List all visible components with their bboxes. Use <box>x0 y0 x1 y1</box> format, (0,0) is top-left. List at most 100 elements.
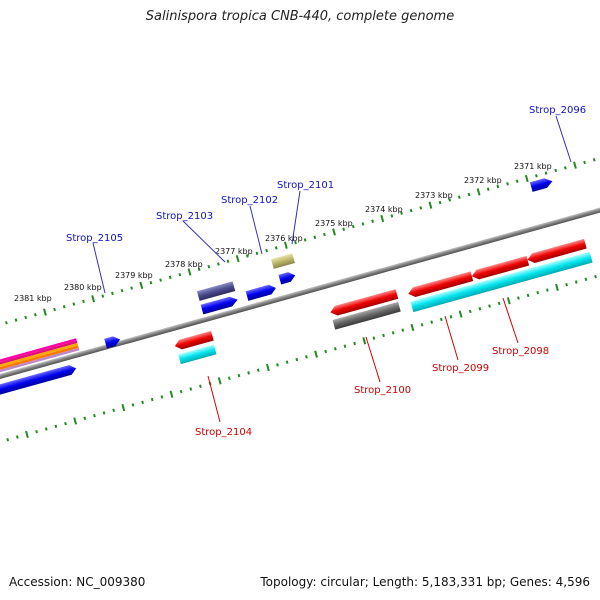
major-scale-tick <box>283 241 288 249</box>
minor-scale-tick <box>439 317 443 322</box>
gene-label-bottom: Strop_2099 <box>432 363 489 374</box>
scale-label: 2374 kbp <box>365 205 403 214</box>
minor-scale-tick <box>237 373 241 378</box>
gene-reverse-2098a <box>471 255 530 280</box>
minor-scale-tick <box>6 437 10 442</box>
minor-scale-tick <box>285 360 289 364</box>
major-scale-tick <box>380 214 385 223</box>
minor-scale-tick <box>120 289 124 293</box>
minor-scale-tick <box>305 355 308 359</box>
accession-text: Accession: NC_009380 <box>9 575 146 589</box>
minor-scale-tick <box>565 282 568 287</box>
minor-scale-tick <box>391 331 395 335</box>
gene-label-top: Strop_2103 <box>156 211 213 222</box>
scale-label: 2373 kbp <box>415 191 453 200</box>
minor-scale-tick <box>449 315 453 319</box>
minor-scale-tick <box>584 277 588 282</box>
scale-label: 2380 kbp <box>64 283 102 292</box>
major-scale-tick <box>139 281 144 290</box>
gene-label-top: Strop_2105 <box>66 233 123 244</box>
minor-scale-tick <box>265 248 268 253</box>
gene-label-top: Strop_2101 <box>277 180 334 191</box>
minor-scale-tick <box>131 403 135 407</box>
minor-scale-tick <box>343 344 347 348</box>
gene-reverse-2104 <box>174 330 214 350</box>
gene-forward-small <box>104 336 121 349</box>
minor-scale-tick <box>554 168 558 173</box>
major-scale-tick <box>217 377 222 385</box>
gene-reverse-2098b <box>527 238 587 263</box>
major-scale-tick <box>506 297 511 305</box>
minor-scale-tick <box>111 291 114 296</box>
gene-forward-2096 <box>529 178 553 192</box>
gene-label-bottom: Strop_2098 <box>492 346 549 357</box>
major-scale-tick <box>555 283 559 292</box>
minor-scale-tick <box>517 296 520 300</box>
gene-forward-2103 <box>200 296 238 315</box>
minor-scale-tick <box>409 208 413 213</box>
minor-scale-tick <box>583 160 586 165</box>
minor-scale-tick <box>486 187 490 191</box>
minor-scale-tick <box>535 174 538 178</box>
major-scale-tick <box>187 268 192 276</box>
minor-scale-tick <box>197 267 201 272</box>
minor-scale-tick <box>430 320 434 324</box>
minor-scale-tick <box>506 182 509 186</box>
feature-cyan-2104 <box>178 344 217 365</box>
minor-scale-tick <box>72 302 76 306</box>
minor-scale-tick <box>130 286 134 290</box>
bottom-leader-lines <box>207 297 519 423</box>
gene-reverse-2099 <box>408 271 474 298</box>
major-scale-tick <box>458 310 463 318</box>
minor-scale-tick <box>53 307 56 312</box>
minor-scale-tick <box>457 195 461 199</box>
gene-reverse-2100 <box>330 289 399 316</box>
major-scale-tick <box>573 161 577 169</box>
major-scale-tick <box>428 201 433 209</box>
major-scale-tick <box>73 417 78 425</box>
minor-scale-tick <box>33 313 37 317</box>
minor-scale-tick <box>82 299 85 304</box>
minor-scale-tick <box>294 240 297 245</box>
minor-scale-tick <box>400 211 403 215</box>
scale-labels: 2371 kbp 2372 kbp 2373 kbp 2374 kbp 2375… <box>14 162 552 303</box>
minor-scale-tick <box>199 384 202 388</box>
minor-scale-tick <box>536 291 540 295</box>
minor-scale-tick <box>247 371 250 375</box>
minor-scale-tick <box>149 280 153 285</box>
scale-label: 2377 kbp <box>215 247 253 256</box>
major-scale-tick <box>410 323 415 332</box>
minor-scale-tick <box>592 158 596 162</box>
major-scale-tick <box>265 363 270 372</box>
minor-scale-tick <box>24 315 28 320</box>
minor-scale-tick <box>420 323 424 327</box>
minor-scale-tick <box>496 184 500 189</box>
major-scale-tick <box>524 174 529 183</box>
minor-scale-tick <box>468 309 472 314</box>
minor-scale-tick <box>382 333 385 338</box>
minor-scale-tick <box>323 232 326 237</box>
minor-scale-tick <box>44 427 48 431</box>
gene-label-bottom: Strop_2104 <box>195 427 252 438</box>
minor-scale-tick <box>401 328 405 332</box>
minor-scale-tick <box>189 387 193 391</box>
minor-scale-tick <box>526 293 530 298</box>
feature-khaki <box>271 253 295 269</box>
major-scale-tick <box>314 350 318 358</box>
gene-forward-2102 <box>245 284 276 301</box>
minor-scale-tick <box>15 435 19 439</box>
minor-scale-tick <box>64 421 67 426</box>
minor-scale-tick <box>274 246 278 250</box>
minor-scale-tick <box>324 349 328 354</box>
major-scale-tick <box>362 337 367 345</box>
minor-scale-tick <box>276 363 279 367</box>
scale-label: 2381 kbp <box>14 294 52 303</box>
minor-scale-tick <box>545 288 549 292</box>
minor-scale-tick <box>207 264 211 269</box>
minor-scale-tick <box>438 200 442 205</box>
minor-scale-tick <box>227 376 231 380</box>
minor-scale-tick <box>93 413 96 418</box>
minor-scale-tick <box>256 368 260 372</box>
minor-scale-tick <box>245 254 249 258</box>
